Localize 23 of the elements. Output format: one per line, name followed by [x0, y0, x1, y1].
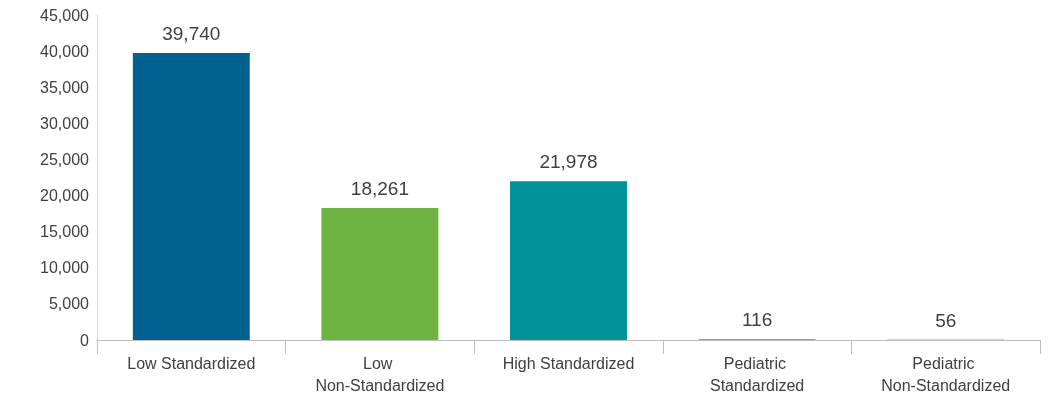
data-label: 39,740	[162, 22, 221, 44]
y-tick-label: 25,000	[40, 150, 90, 168]
x-tick-label: Pediatric Non-Standardized	[881, 354, 1011, 394]
data-label: 18,261	[350, 178, 409, 200]
y-tick-label: 0	[80, 331, 90, 349]
y-tick-label: 40,000	[40, 42, 90, 60]
y-tick-label: 45,000	[40, 6, 90, 24]
x-tick-label: High Standardized	[502, 354, 635, 372]
y-tick-label: 30,000	[40, 114, 90, 132]
bar	[132, 52, 250, 340]
y-tick-label: 35,000	[40, 78, 90, 96]
data-label: 116	[741, 309, 773, 331]
y-tick-label: 10,000	[40, 259, 90, 277]
data-label: 56	[935, 309, 957, 331]
bar	[510, 181, 627, 340]
y-tick-label: 15,000	[40, 223, 90, 241]
bar	[321, 208, 439, 340]
y-tick-label: 5,000	[48, 295, 90, 313]
x-tick-label: Pediatric Standardized	[709, 354, 805, 394]
data-label: 21,978	[539, 151, 598, 173]
x-tick-label: Low Standardized	[127, 354, 256, 372]
y-tick-label: 20,000	[40, 187, 90, 205]
x-tick-label: Low Non-Standardized	[315, 354, 445, 394]
